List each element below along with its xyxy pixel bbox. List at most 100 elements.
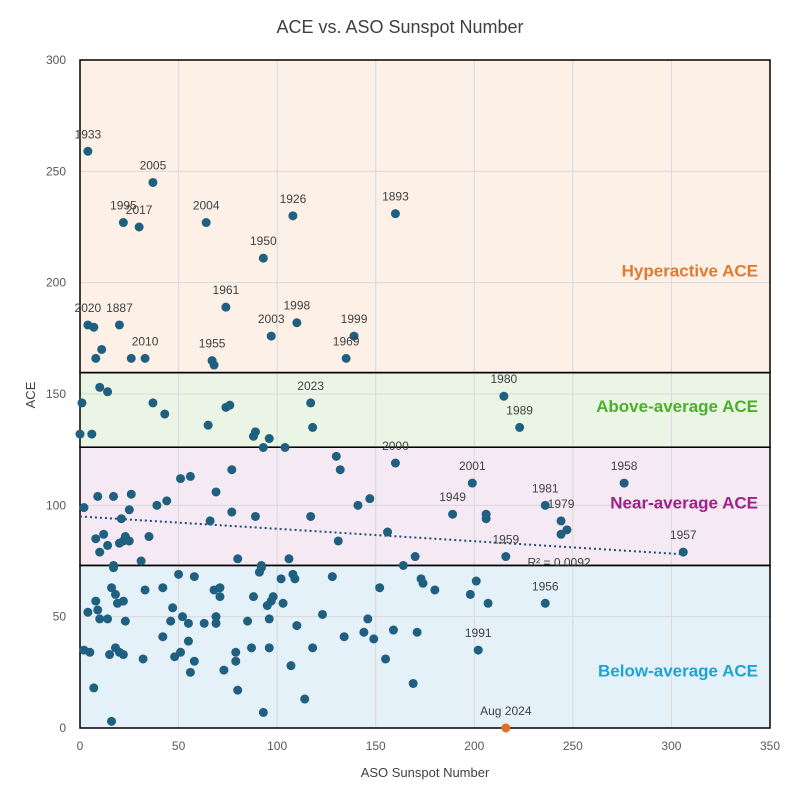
- data-point: [91, 596, 101, 606]
- data-point: [138, 654, 148, 664]
- data-point: [93, 605, 103, 615]
- point-year-label: 1999: [341, 312, 368, 326]
- data-point: [264, 434, 274, 444]
- data-point: [243, 616, 253, 626]
- point-year-label: 1998: [284, 299, 311, 313]
- x-tick-label: 200: [464, 739, 484, 753]
- data-point: [148, 398, 158, 408]
- y-tick-label: 250: [46, 164, 66, 178]
- data-point: [91, 534, 101, 544]
- data-point: [95, 614, 105, 624]
- data-point: [160, 409, 170, 419]
- x-axis-title: ASO Sunspot Number: [361, 765, 490, 780]
- data-point: [353, 500, 363, 510]
- point-year-label: 1991: [465, 626, 492, 640]
- x-tick-label: 300: [661, 739, 681, 753]
- data-point: [231, 656, 241, 666]
- band-2: [80, 447, 770, 566]
- data-point: [124, 536, 134, 546]
- labeled-data-point: [118, 218, 128, 228]
- data-point: [339, 632, 349, 642]
- data-point: [359, 627, 369, 637]
- band-label: Above-average ACE: [596, 397, 758, 416]
- point-year-label: 1950: [250, 234, 277, 248]
- data-point: [211, 618, 221, 628]
- trend-layer: R² = 0.0092: [79, 515, 684, 569]
- labeled-data-point: [556, 516, 566, 526]
- point-year-label: 1980: [491, 372, 518, 386]
- data-point: [280, 442, 290, 452]
- data-point: [375, 583, 385, 593]
- data-point: [103, 540, 113, 550]
- x-tick-label: 50: [172, 739, 186, 753]
- data-point: [118, 650, 128, 660]
- point-year-label: 1926: [280, 192, 307, 206]
- data-point: [211, 612, 221, 622]
- point-year-label: 1887: [106, 301, 133, 315]
- data-point: [412, 627, 422, 637]
- data-point: [481, 514, 491, 524]
- data-point: [219, 665, 229, 675]
- x-tick-label: 100: [267, 739, 287, 753]
- x-tick-label: 0: [77, 739, 84, 753]
- labeled-data-point: [341, 353, 351, 363]
- chart-title: ACE vs. ASO Sunspot Number: [276, 17, 523, 37]
- labeled-data-point: [540, 598, 550, 608]
- x-tick-label: 250: [563, 739, 583, 753]
- data-point: [99, 529, 109, 539]
- data-point: [247, 643, 257, 653]
- data-point: [140, 585, 150, 595]
- data-point: [292, 621, 302, 631]
- data-point: [227, 507, 237, 517]
- point-year-label: 1979: [548, 497, 575, 511]
- point-year-label: 1949: [439, 490, 466, 504]
- data-point: [97, 344, 107, 354]
- band-borders-layer: [79, 59, 771, 729]
- labeled-data-point: [501, 552, 511, 562]
- point-year-label: 2017: [126, 203, 153, 217]
- labeled-data-point: [266, 331, 276, 341]
- data-point: [91, 353, 101, 363]
- data-point: [408, 678, 418, 688]
- data-point: [136, 556, 146, 566]
- band-label: Below-average ACE: [598, 662, 758, 681]
- data-point: [79, 503, 89, 513]
- data-point: [233, 685, 243, 695]
- data-point: [110, 589, 120, 599]
- band-label: Hyperactive ACE: [622, 261, 758, 280]
- data-point: [306, 511, 316, 521]
- band-0: [80, 60, 770, 373]
- data-point: [430, 585, 440, 595]
- data-point: [410, 552, 420, 562]
- data-point: [215, 583, 225, 593]
- data-point: [327, 572, 337, 582]
- x-tick-label: 350: [760, 739, 780, 753]
- labeled-data-point: [473, 645, 483, 655]
- point-year-label: Aug 2024: [480, 704, 532, 718]
- data-point: [107, 583, 117, 593]
- data-point: [286, 661, 296, 671]
- labeled-data-point: [678, 547, 688, 557]
- y-tick-label: 200: [46, 276, 66, 290]
- ticks-layer: 0 50 100 150 200 250 300 350 0 50 100 150 200 250 300: [46, 53, 780, 753]
- data-point: [418, 578, 428, 588]
- data-point: [225, 400, 235, 410]
- labeled-data-point: [515, 422, 525, 432]
- data-point: [205, 516, 215, 526]
- data-point: [109, 560, 119, 570]
- data-point: [381, 654, 391, 664]
- labeled-data-point: [292, 318, 302, 328]
- data-point: [89, 683, 99, 693]
- data-point: [126, 489, 136, 499]
- data-point: [398, 560, 408, 570]
- points-layer: [75, 146, 688, 733]
- point-year-label: 1955: [199, 337, 226, 351]
- trendline: [79, 515, 684, 556]
- labeled-data-point: [207, 356, 217, 366]
- point-year-label: 1893: [382, 190, 409, 204]
- data-point: [105, 650, 115, 660]
- band-3: [80, 565, 770, 728]
- data-point: [158, 632, 168, 642]
- data-point: [233, 554, 243, 564]
